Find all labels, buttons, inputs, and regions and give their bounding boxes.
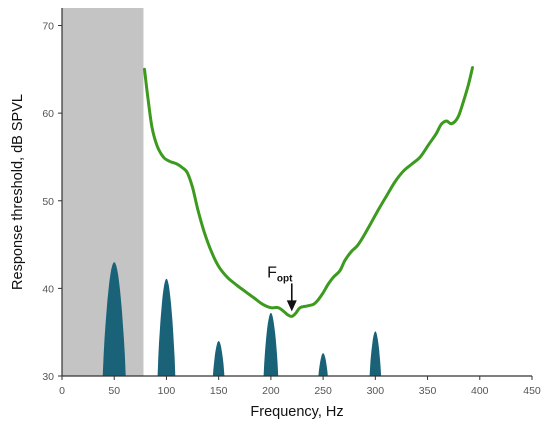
y-tick-label-40: 40 — [42, 283, 54, 295]
x-tick-label-350: 350 — [419, 385, 437, 397]
plot-area — [62, 8, 474, 376]
shaded-region — [62, 8, 144, 376]
threshold-curve — [143, 66, 474, 318]
spectral-peak-6 — [369, 331, 382, 376]
x-tick-label-450: 450 — [523, 385, 541, 397]
fopt-label-subscript: opt — [277, 273, 293, 284]
x-tick-label-300: 300 — [367, 385, 385, 397]
axis-ticks: 0 50 100 150 200 250 300 350 400 450 30 40 50 60 70 — [42, 8, 541, 397]
y-tick-label-50: 50 — [42, 196, 54, 208]
spectral-peak-1 — [102, 262, 126, 376]
x-tick-label-200: 200 — [262, 385, 280, 397]
spectral-peak-3 — [212, 341, 225, 376]
spectral-peak-4 — [263, 312, 279, 376]
x-tick-label-0: 0 — [59, 385, 65, 397]
fopt-arrow-head — [286, 300, 297, 312]
x-tick-label-150: 150 — [210, 385, 228, 397]
x-tick-label-250: 250 — [314, 385, 332, 397]
y-tick-label-30: 30 — [42, 371, 54, 383]
fopt-label-main: F — [267, 264, 277, 281]
spectral-peak-5 — [318, 353, 328, 376]
fopt-annotation: Fopt — [267, 264, 297, 312]
x-tick-label-400: 400 — [471, 385, 489, 397]
y-axis-label: Response threshold, dB SPVL — [10, 94, 26, 290]
x-axis-label: Frequency, Hz — [250, 404, 343, 420]
spectral-peak-2 — [157, 278, 176, 376]
x-tick-label-50: 50 — [108, 385, 120, 397]
y-tick-label-70: 70 — [42, 21, 54, 33]
y-tick-label-60: 60 — [42, 108, 54, 120]
x-tick-label-100: 100 — [158, 385, 176, 397]
fopt-label: Fopt — [267, 264, 293, 284]
